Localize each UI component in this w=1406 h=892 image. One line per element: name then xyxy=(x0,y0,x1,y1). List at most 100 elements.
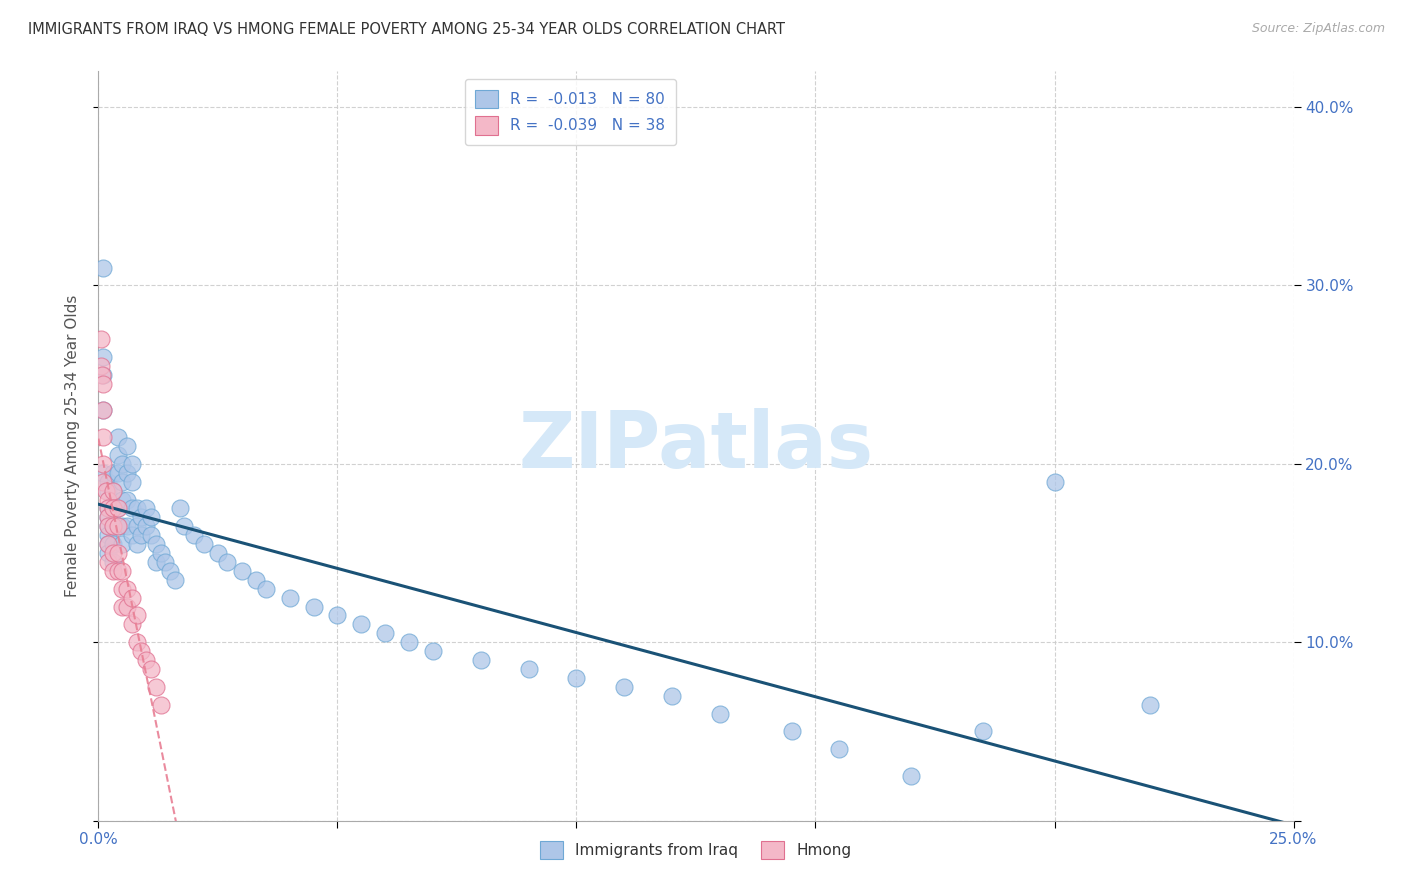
Point xyxy=(131,644,153,658)
Point xyxy=(115,599,138,614)
Point xyxy=(565,671,588,685)
Point xyxy=(91,403,114,417)
Point xyxy=(207,546,229,560)
Point xyxy=(173,519,195,533)
Point xyxy=(145,555,167,569)
Point xyxy=(107,501,129,516)
Point xyxy=(135,653,157,667)
Point xyxy=(121,501,143,516)
Point xyxy=(97,519,120,533)
Point xyxy=(139,662,162,676)
Point xyxy=(115,492,138,507)
Point xyxy=(107,501,129,516)
Point xyxy=(135,519,157,533)
Point xyxy=(90,332,112,346)
Point xyxy=(972,724,994,739)
Point xyxy=(107,448,129,462)
Point xyxy=(107,546,129,560)
Text: IMMIGRANTS FROM IRAQ VS HMONG FEMALE POVERTY AMONG 25-34 YEAR OLDS CORRELATION C: IMMIGRANTS FROM IRAQ VS HMONG FEMALE POV… xyxy=(28,22,785,37)
Point xyxy=(613,680,636,694)
Point xyxy=(101,483,124,498)
Point xyxy=(422,644,444,658)
Point xyxy=(115,466,138,480)
Point xyxy=(101,564,124,578)
Point xyxy=(121,457,143,471)
Point xyxy=(231,564,253,578)
Point xyxy=(125,608,148,623)
Point xyxy=(101,501,124,516)
Point xyxy=(91,368,114,382)
Point xyxy=(121,591,143,605)
Legend: Immigrants from Iraq, Hmong: Immigrants from Iraq, Hmong xyxy=(534,835,858,865)
Point xyxy=(97,519,120,533)
Point xyxy=(398,635,420,649)
Point xyxy=(101,501,124,516)
Point xyxy=(135,501,157,516)
Point xyxy=(1043,475,1066,489)
Point xyxy=(111,492,134,507)
Point xyxy=(90,359,112,373)
Point xyxy=(97,546,120,560)
Point xyxy=(101,537,124,551)
Point xyxy=(121,617,143,632)
Point xyxy=(91,466,114,480)
Point xyxy=(193,537,215,551)
Point xyxy=(111,519,134,533)
Point xyxy=(149,546,172,560)
Point xyxy=(115,439,138,453)
Point xyxy=(107,519,129,533)
Point xyxy=(91,457,114,471)
Point xyxy=(115,519,138,533)
Text: ZIPatlas: ZIPatlas xyxy=(519,408,873,484)
Point xyxy=(91,475,114,489)
Point xyxy=(91,403,114,417)
Point xyxy=(125,519,148,533)
Point xyxy=(709,706,731,721)
Point xyxy=(97,510,120,524)
Y-axis label: Female Poverty Among 25-34 Year Olds: Female Poverty Among 25-34 Year Olds xyxy=(65,295,80,597)
Point xyxy=(115,582,138,596)
Point xyxy=(101,519,124,533)
Point xyxy=(828,742,851,756)
Point xyxy=(101,546,124,560)
Point xyxy=(183,528,205,542)
Point xyxy=(97,555,120,569)
Point xyxy=(97,475,120,489)
Point xyxy=(107,430,129,444)
Point xyxy=(900,769,922,783)
Point xyxy=(278,591,301,605)
Point xyxy=(155,555,177,569)
Point xyxy=(121,475,143,489)
Point xyxy=(374,626,396,640)
Point xyxy=(91,368,114,382)
Point xyxy=(101,483,124,498)
Point xyxy=(91,430,114,444)
Point xyxy=(470,653,492,667)
Point xyxy=(139,528,162,542)
Point xyxy=(111,537,134,551)
Point xyxy=(97,537,120,551)
Point xyxy=(91,376,114,391)
Point xyxy=(350,617,373,632)
Point xyxy=(149,698,172,712)
Point xyxy=(97,501,120,516)
Point xyxy=(111,564,134,578)
Point xyxy=(111,582,134,596)
Point xyxy=(111,599,134,614)
Point xyxy=(91,260,114,275)
Point xyxy=(169,501,191,516)
Point xyxy=(661,689,683,703)
Point xyxy=(131,528,153,542)
Point xyxy=(125,537,148,551)
Point xyxy=(131,510,153,524)
Point xyxy=(145,680,167,694)
Point xyxy=(145,537,167,551)
Point xyxy=(121,528,143,542)
Point xyxy=(517,662,540,676)
Point xyxy=(326,608,349,623)
Point xyxy=(780,724,803,739)
Point xyxy=(97,528,120,542)
Point xyxy=(125,635,148,649)
Point xyxy=(97,510,120,524)
Point xyxy=(254,582,277,596)
